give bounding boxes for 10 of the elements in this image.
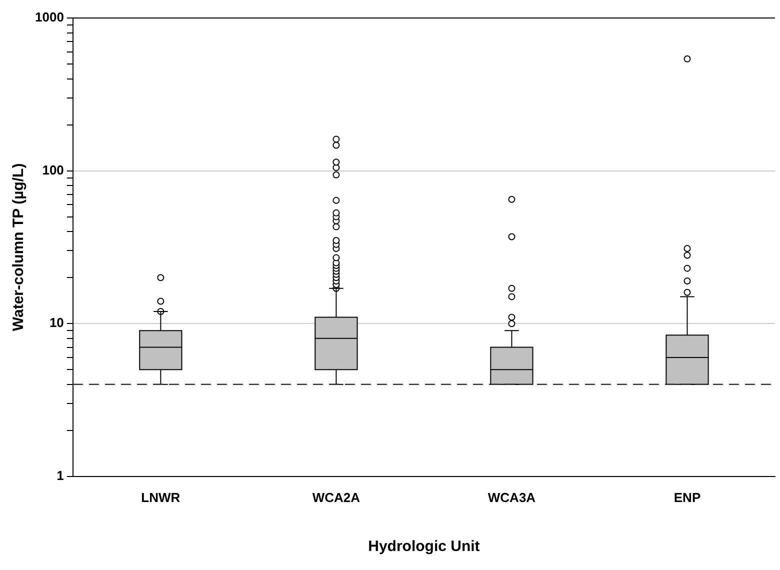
- y-tick-label: 100: [42, 162, 64, 178]
- x-tick-label: WCA3A: [488, 490, 536, 505]
- x-axis-title: Hydrologic Unit: [368, 538, 480, 556]
- x-tick-label: LNWR: [141, 490, 181, 505]
- y-tick-label: 1000: [35, 10, 64, 25]
- y-tick-label: 1: [56, 468, 64, 483]
- y-axis-title: Water-column TP (µg/L): [10, 163, 28, 332]
- x-tick-label: ENP: [674, 490, 701, 505]
- y-tick-label: 10: [49, 315, 64, 330]
- x-tick-label: WCA2A: [312, 490, 361, 505]
